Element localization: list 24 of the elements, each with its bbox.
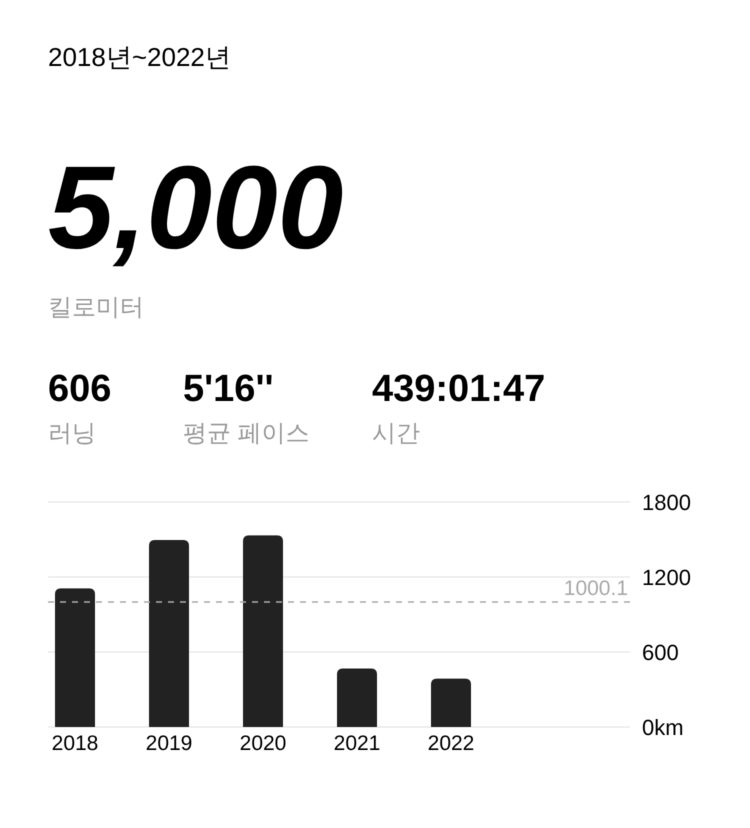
x-tick-label: 2019 bbox=[146, 732, 192, 755]
x-tick-label: 2020 bbox=[240, 732, 286, 755]
text: 시간 bbox=[372, 420, 420, 447]
text: 439:01:47 bbox=[372, 368, 546, 410]
y-tick-label: 600 bbox=[642, 640, 679, 665]
text: 5'16'' bbox=[183, 368, 274, 410]
text: 평균 페이스 bbox=[183, 420, 310, 447]
y-tick-label: 1200 bbox=[642, 565, 691, 590]
x-tick-label: 2021 bbox=[334, 732, 380, 755]
ref-line-label: 1000.1 bbox=[564, 576, 628, 600]
y-tick-label: 1800 bbox=[642, 490, 691, 515]
text: 606 bbox=[48, 368, 112, 410]
x-tick-label: 2018 bbox=[52, 732, 98, 755]
text: 5,000 bbox=[48, 142, 344, 274]
x-tick-label: 2022 bbox=[428, 732, 474, 755]
bar bbox=[337, 668, 377, 727]
bar bbox=[431, 678, 471, 727]
chart-title: 2018년~2022년 bbox=[48, 42, 231, 72]
bar bbox=[243, 535, 283, 727]
bar bbox=[149, 540, 189, 727]
text: 러닝 bbox=[48, 420, 96, 447]
bar bbox=[55, 588, 95, 727]
y-tick-label: 0km bbox=[642, 715, 684, 740]
text: 킬로미터 bbox=[48, 294, 144, 321]
